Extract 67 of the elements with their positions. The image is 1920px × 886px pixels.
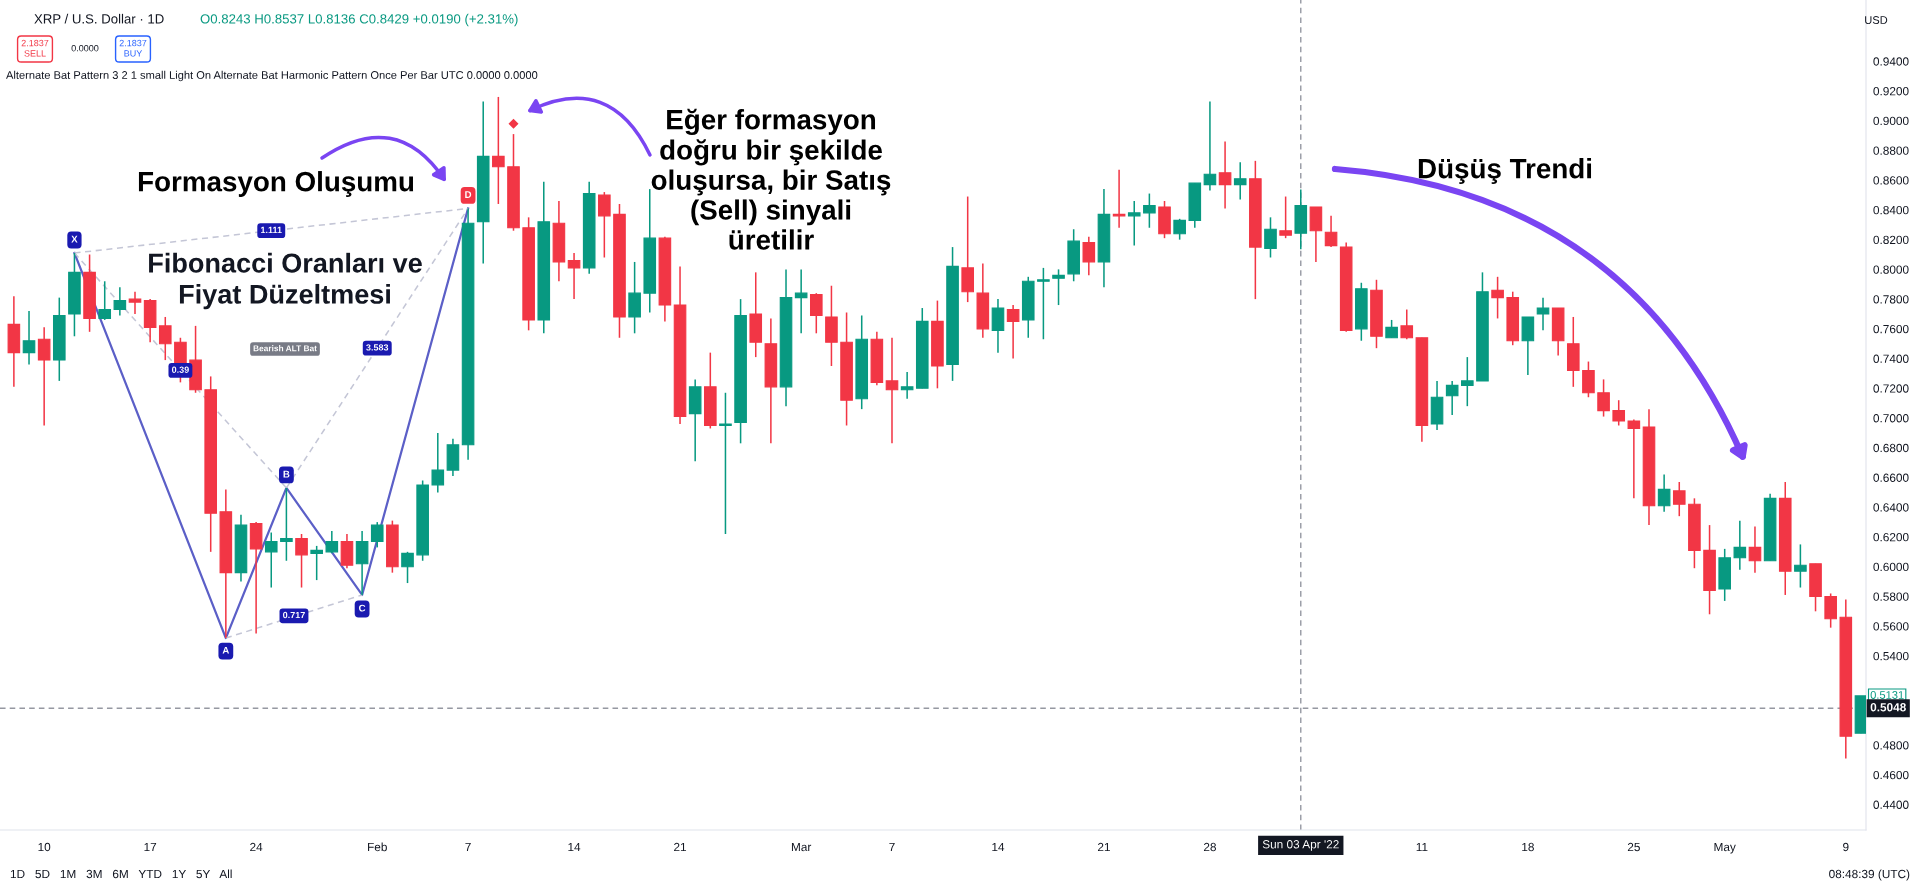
y-tick-label: 0.8600: [1873, 176, 1909, 185]
annotation: 0.5131: [1870, 691, 1904, 699]
text: XRP / U.S. Dollar · 1D: [34, 13, 164, 24]
annotation: 0.0000: [71, 45, 99, 52]
annotation: USD: [1865, 16, 1888, 24]
annotation: B: [283, 470, 290, 478]
x-tick-label: 17: [144, 842, 157, 852]
x-tick-label: 28: [1203, 842, 1216, 852]
y-tick-label: 0.7400: [1873, 354, 1909, 363]
annotation: Düşüş Trendi: [1418, 158, 1592, 184]
annotation: A: [222, 646, 230, 654]
x-tick-label: 11: [1416, 842, 1428, 852]
ref-line-label: Sun 03 Apr '22: [1262, 840, 1339, 851]
annotation: Fibonacci Oranları ve Fiyat Düzeltmesi: [149, 252, 422, 310]
y-tick-label: 0.9400: [1873, 57, 1909, 66]
annotation: Alternate Bat Pattern 3 2 1 small Light On Alternate Bat Harmonic Pattern Once Per Bar UTC 0.0000 0.0000: [6, 70, 538, 82]
x-tick-label: May: [1714, 842, 1736, 854]
x-tick-label: 14: [992, 842, 1005, 852]
y-tick-label: 0.6000: [1873, 562, 1909, 572]
y-tick-label: 0.5600: [1873, 622, 1909, 631]
y-tick-label: 0.4800: [1873, 741, 1909, 750]
x-tick-label: 24: [250, 842, 263, 852]
y-tick-label: 0.8000: [1873, 265, 1909, 274]
annotation: Eğer formasyon doğru bir şekilde oluşursa, bir Satış (Sell) sinyali üretilir: [651, 108, 891, 250]
y-tick-label: 0.6800: [1873, 443, 1909, 453]
x-tick-label: 14: [568, 842, 581, 852]
y-tick-label: 0.4400: [1873, 800, 1909, 809]
annotation: C: [358, 604, 366, 612]
annotation: X: [71, 235, 78, 243]
y-tick-label: 0.7000: [1873, 414, 1909, 423]
annotation: 0.717: [283, 611, 305, 619]
y-tick-label: 0.5800: [1873, 592, 1909, 601]
y-tick-label: 0.8800: [1873, 146, 1909, 155]
y-tick-label: 0.6400: [1873, 503, 1909, 512]
y-tick-label: 0.6200: [1873, 533, 1909, 542]
text: 08:48:39 (UTC): [1829, 869, 1910, 881]
x-tick-label: 25: [1627, 842, 1640, 852]
y-tick-label: 0.8200: [1873, 235, 1909, 245]
x-tick-label: 18: [1522, 842, 1534, 852]
annotation: 1.111: [261, 226, 282, 234]
y-tick-label: 0.7600: [1873, 324, 1909, 334]
x-tick-label: 21: [674, 842, 687, 852]
y-tick-label: 0.8400: [1873, 205, 1909, 215]
x-tick-label: 9: [1843, 842, 1849, 852]
x-tick-label: 21: [1097, 842, 1110, 852]
y-tick-label: 0.6600: [1873, 473, 1909, 482]
y-tick-label: 0.7800: [1873, 295, 1909, 304]
y-tick-label: 0.4600: [1873, 770, 1909, 780]
y-tick-label: 0.5400: [1873, 651, 1909, 661]
x-tick-label: 7: [889, 842, 895, 852]
annotation: Bearish ALT Bat: [253, 345, 317, 352]
ref-line-label: 0.5048: [1870, 703, 1906, 712]
y-tick-label: 0.7200: [1873, 384, 1909, 393]
y-tick-label: 0.9000: [1873, 116, 1909, 126]
annotation: D: [465, 191, 472, 198]
annotation: 0.39: [171, 366, 189, 373]
x-tick-label: Feb: [368, 842, 387, 852]
annotation: 3.583: [366, 344, 389, 351]
annotation: Formasyon Oluşumu: [138, 171, 414, 197]
text: 1D 5D 1M 3M 6M YTD 1Y 5Y All: [10, 869, 232, 879]
x-tick-label: 7: [465, 842, 471, 852]
x-tick-label: 10: [38, 842, 51, 852]
annotation: 2.1837 BUY: [119, 39, 147, 57]
annotation: 2.1837 SELL: [21, 39, 49, 57]
text: O0.8243 H0.8537 L0.8136 C0.8429 +0.0190 (+2.31%): [200, 13, 518, 27]
y-tick-label: 0.9200: [1873, 87, 1909, 96]
x-tick-label: Mar: [791, 842, 812, 852]
